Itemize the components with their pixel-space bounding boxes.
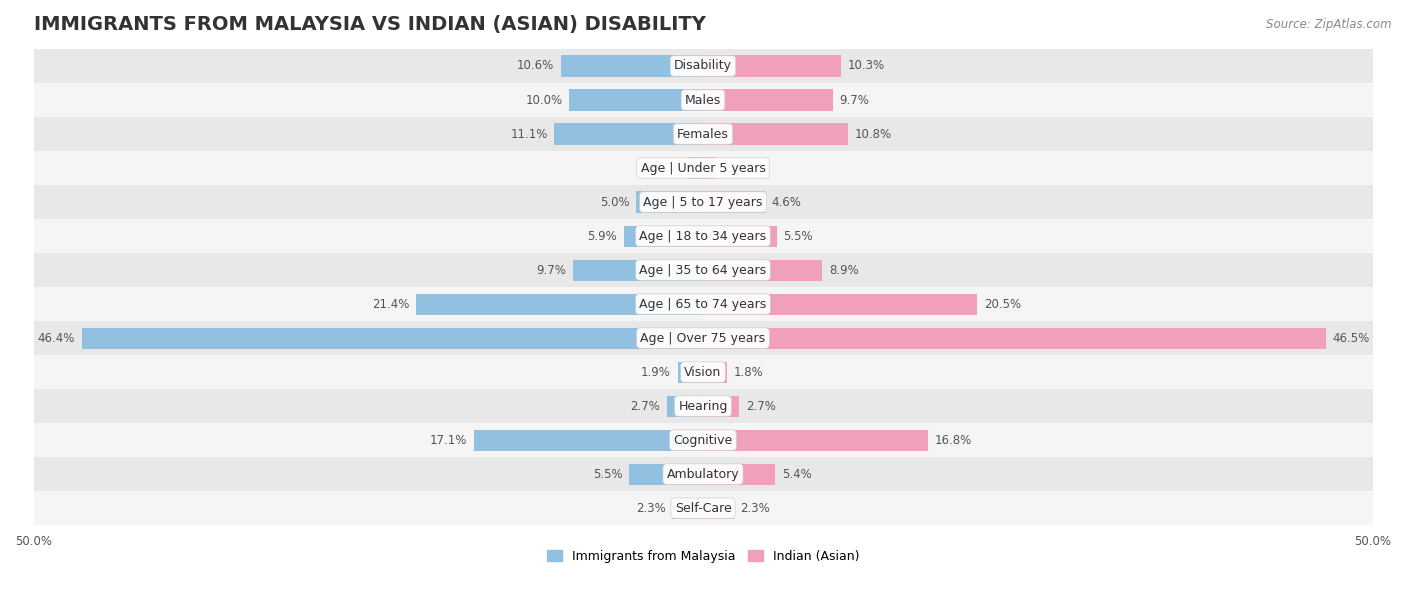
Text: Age | Over 75 years: Age | Over 75 years xyxy=(641,332,765,345)
Bar xyxy=(561,56,703,76)
Bar xyxy=(416,294,703,315)
Text: Age | 18 to 34 years: Age | 18 to 34 years xyxy=(640,230,766,242)
Bar xyxy=(34,83,1372,117)
Bar xyxy=(672,498,703,519)
Bar xyxy=(703,395,740,417)
Bar xyxy=(554,124,703,144)
Bar xyxy=(34,389,1372,423)
Bar xyxy=(34,287,1372,321)
Bar xyxy=(636,192,703,212)
Text: 9.7%: 9.7% xyxy=(537,264,567,277)
Bar xyxy=(703,259,823,280)
Text: 16.8%: 16.8% xyxy=(935,434,972,447)
Bar xyxy=(34,49,1372,83)
Bar xyxy=(34,423,1372,457)
Text: 1.8%: 1.8% xyxy=(734,365,763,379)
Bar xyxy=(630,463,703,485)
Bar xyxy=(678,362,703,382)
Text: 9.7%: 9.7% xyxy=(839,94,869,106)
Text: 1.1%: 1.1% xyxy=(652,162,682,174)
Text: Males: Males xyxy=(685,94,721,106)
Text: Vision: Vision xyxy=(685,365,721,379)
Bar xyxy=(34,185,1372,219)
Bar xyxy=(703,327,1326,349)
Text: 20.5%: 20.5% xyxy=(984,297,1021,310)
Text: 10.0%: 10.0% xyxy=(526,94,562,106)
Bar xyxy=(82,327,703,349)
Text: 2.7%: 2.7% xyxy=(630,400,661,412)
Text: 1.9%: 1.9% xyxy=(641,365,671,379)
Text: 5.9%: 5.9% xyxy=(588,230,617,242)
Bar xyxy=(689,157,703,179)
Bar xyxy=(703,89,832,111)
Text: 21.4%: 21.4% xyxy=(373,297,409,310)
Text: Self-Care: Self-Care xyxy=(675,502,731,515)
Bar xyxy=(474,430,703,450)
Bar xyxy=(34,219,1372,253)
Text: 10.3%: 10.3% xyxy=(848,59,884,72)
Bar xyxy=(34,151,1372,185)
Text: 8.9%: 8.9% xyxy=(830,264,859,277)
Text: 17.1%: 17.1% xyxy=(430,434,467,447)
Bar xyxy=(703,124,848,144)
Bar xyxy=(703,294,977,315)
Text: 10.6%: 10.6% xyxy=(517,59,554,72)
Text: 4.6%: 4.6% xyxy=(772,196,801,209)
Text: Age | Under 5 years: Age | Under 5 years xyxy=(641,162,765,174)
Bar xyxy=(34,457,1372,491)
Text: 2.3%: 2.3% xyxy=(741,502,770,515)
Bar xyxy=(703,157,717,179)
Text: IMMIGRANTS FROM MALAYSIA VS INDIAN (ASIAN) DISABILITY: IMMIGRANTS FROM MALAYSIA VS INDIAN (ASIA… xyxy=(34,15,706,34)
Bar xyxy=(703,56,841,76)
Text: 5.5%: 5.5% xyxy=(783,230,813,242)
Text: 5.4%: 5.4% xyxy=(782,468,811,480)
Text: Age | 65 to 74 years: Age | 65 to 74 years xyxy=(640,297,766,310)
Bar xyxy=(666,395,703,417)
Text: 2.3%: 2.3% xyxy=(636,502,665,515)
Text: 2.7%: 2.7% xyxy=(745,400,776,412)
Bar xyxy=(703,463,775,485)
Bar xyxy=(624,225,703,247)
Text: Age | 5 to 17 years: Age | 5 to 17 years xyxy=(644,196,762,209)
Text: 11.1%: 11.1% xyxy=(510,127,548,141)
Text: Disability: Disability xyxy=(673,59,733,72)
Text: 1.0%: 1.0% xyxy=(723,162,752,174)
Text: 5.0%: 5.0% xyxy=(600,196,630,209)
Text: 46.5%: 46.5% xyxy=(1333,332,1369,345)
Bar xyxy=(34,117,1372,151)
Text: Ambulatory: Ambulatory xyxy=(666,468,740,480)
Bar xyxy=(703,498,734,519)
Text: 46.4%: 46.4% xyxy=(38,332,75,345)
Text: Age | 35 to 64 years: Age | 35 to 64 years xyxy=(640,264,766,277)
Bar xyxy=(34,491,1372,525)
Text: Females: Females xyxy=(678,127,728,141)
Bar xyxy=(703,192,765,212)
Bar xyxy=(574,259,703,280)
Text: Cognitive: Cognitive xyxy=(673,434,733,447)
Text: 10.8%: 10.8% xyxy=(855,127,891,141)
Text: 5.5%: 5.5% xyxy=(593,468,623,480)
Text: Hearing: Hearing xyxy=(678,400,728,412)
Bar xyxy=(703,362,727,382)
Bar xyxy=(569,89,703,111)
Bar xyxy=(34,253,1372,287)
Bar xyxy=(34,321,1372,355)
Bar xyxy=(703,430,928,450)
Bar xyxy=(703,225,776,247)
Text: Source: ZipAtlas.com: Source: ZipAtlas.com xyxy=(1267,18,1392,31)
Bar xyxy=(34,355,1372,389)
Legend: Immigrants from Malaysia, Indian (Asian): Immigrants from Malaysia, Indian (Asian) xyxy=(541,545,865,568)
